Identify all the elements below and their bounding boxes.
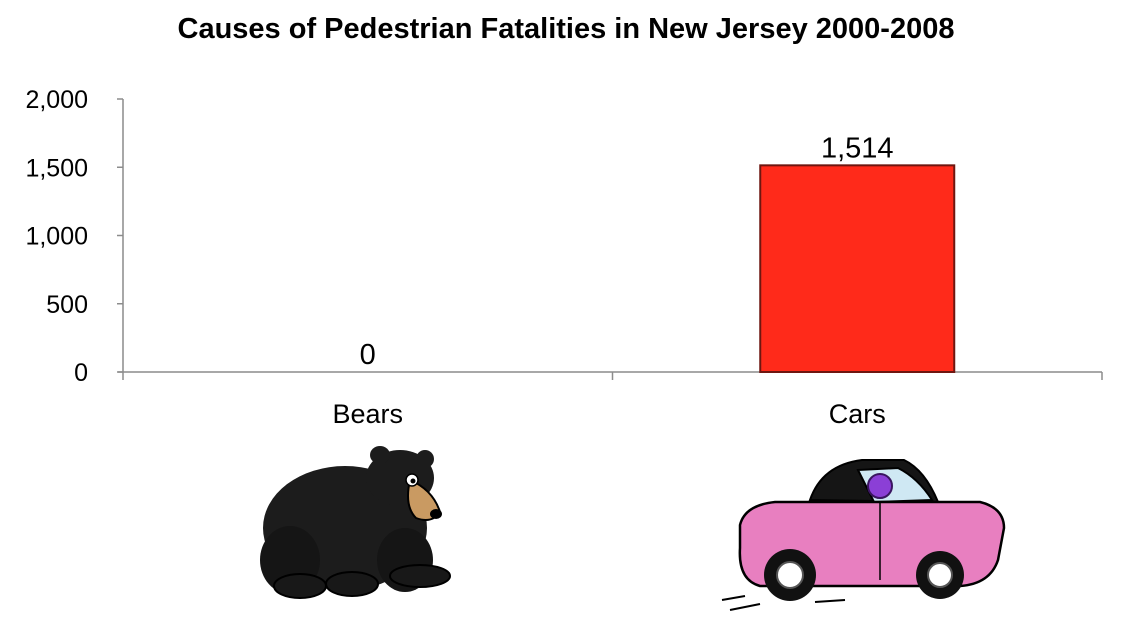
- y-tick-label: 500: [46, 291, 88, 319]
- category-label-bears: Bears: [332, 399, 403, 429]
- data-label-bears: 0: [360, 339, 376, 371]
- category-label-cars: Cars: [829, 399, 886, 429]
- y-tick-label: 1,500: [25, 154, 88, 182]
- car-icon: [721, 459, 1006, 611]
- y-tick-label: 1,000: [25, 223, 88, 251]
- bars: [759, 164, 956, 373]
- bar-cars: [759, 164, 956, 373]
- y-tick-label: 0: [74, 359, 88, 387]
- bear-icon: [260, 446, 451, 599]
- x-axis-ticks: [122, 372, 1103, 380]
- chart-title: Causes of Pedestrian Fatalities in New J…: [178, 13, 955, 45]
- y-tick-label: 2,000: [25, 86, 88, 114]
- y-axis-ticks: 0 500 1,000 1,500 2,000: [25, 86, 123, 387]
- data-label-cars: 1,514: [821, 132, 894, 164]
- category-labels: Bears Cars: [332, 399, 885, 429]
- data-labels: 0 1,514: [360, 132, 894, 371]
